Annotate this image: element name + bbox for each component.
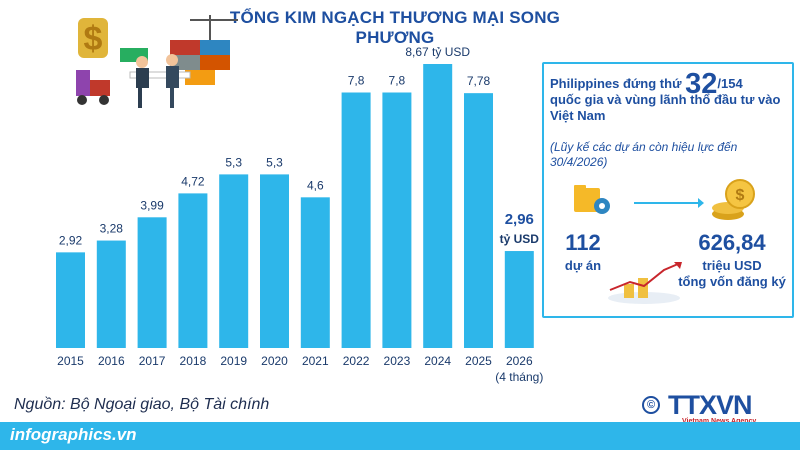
tick-label-2019: 2019: [220, 354, 247, 368]
rank-total: /154: [717, 76, 743, 91]
value-label-2021: 4,6: [307, 178, 324, 192]
tick-label-2018: 2018: [180, 354, 207, 368]
value-label-2026: 2,96: [505, 211, 534, 228]
copyright-icon: ©: [642, 396, 660, 414]
source-note: Nguồn: Bộ Ngoại giao, Bộ Tài chính: [14, 396, 270, 413]
tick-label-2023: 2023: [384, 354, 411, 368]
panel-subtitle: (Lũy kế các dự án còn hiệu lực đến 30/4/…: [550, 140, 738, 169]
panel-heading-rest: quốc gia và vùng lãnh thổ đầu tư vào Việ…: [550, 92, 781, 123]
growth-chart-icon: [608, 262, 682, 304]
value-label-2023: 7,8: [389, 73, 406, 87]
value-label-2019: 5,3: [225, 155, 242, 169]
value-label-2020: 5,3: [266, 155, 283, 169]
site-link[interactable]: infographics.vn: [10, 425, 137, 444]
projects-label: dự án: [564, 258, 602, 273]
bar-2018: [178, 193, 208, 348]
bar-2015: [56, 252, 85, 348]
bar-2023: [382, 92, 412, 349]
logo-sub-text: Vietnam News Agency: [668, 418, 756, 425]
coin-stack-icon: $: [712, 179, 755, 220]
bar-2021: [300, 197, 330, 348]
bar-2022: [341, 92, 371, 349]
trade-illustration: $: [76, 15, 238, 108]
bar-2017: [137, 217, 167, 348]
arrow-right-icon: [634, 198, 704, 208]
tick-label-2022: 2022: [343, 354, 370, 368]
value-label-2024: 8,67 tỷ USD: [405, 45, 470, 59]
capital-value: 626,84: [698, 230, 766, 255]
svg-text:$: $: [84, 20, 103, 58]
footer-strip: [0, 422, 800, 450]
panel-heading: Philippines đứng thứ 32/154 quốc gia và …: [550, 70, 790, 124]
capital-unit: triệu USD: [702, 258, 762, 273]
bar-2024: [423, 64, 453, 348]
tick-label-2025: 2025: [465, 354, 492, 368]
value-label-2025: 7,78: [467, 74, 491, 88]
bar-2016: [96, 240, 126, 348]
investment-panel: Philippines đứng thứ 32/154 quốc gia và …: [542, 62, 794, 318]
ttxvn-logo: TTXVN Vietnam News Agency: [668, 390, 756, 425]
tick-label-2024: 2024: [424, 354, 451, 368]
bar-2025: [464, 93, 493, 348]
tick-label-2020: 2020: [261, 354, 288, 368]
business-people-icon: [129, 54, 191, 108]
bar-2026: [504, 251, 534, 348]
logo-main-text: TTXVN: [668, 390, 753, 420]
tick-label-2016: 2016: [98, 354, 125, 368]
tick-label-2021: 2021: [302, 354, 329, 368]
bar-2020: [260, 174, 289, 348]
forklift-icon: [76, 70, 110, 105]
value-label-2018: 4,72: [181, 174, 205, 188]
bar-chart: 2,92 2015 3,28 2016 3,99 2017 4,72 2018 5,3 2019 5…: [56, 45, 543, 384]
tick-label-2017: 2017: [139, 354, 166, 368]
tick-label-2026: 2026: [506, 354, 533, 368]
bar-2019: [219, 174, 249, 348]
capital-label: tổng vốn đăng ký: [678, 274, 786, 289]
projects-count: 112: [565, 230, 601, 255]
panel-heading-prefix: Philippines đứng thứ: [550, 76, 686, 91]
chart-title: TỔNG KIM NGẠCH THƯƠNG MẠI SONG PHƯƠNG: [229, 8, 561, 47]
tick-note-2026: (4 tháng): [495, 370, 543, 384]
tick-label-2015: 2015: [57, 354, 84, 368]
dollar-sign-icon: $: [78, 18, 108, 58]
value-label-2017: 3,99: [140, 198, 164, 212]
value-label-2015: 2,92: [59, 233, 83, 247]
folder-gear-icon: [574, 185, 610, 214]
value-label-2016: 3,28: [100, 222, 124, 236]
value-unit-label: tỷ USD: [500, 232, 540, 246]
value-label-2022: 7,8: [348, 73, 365, 87]
svg-text:$: $: [736, 187, 745, 204]
